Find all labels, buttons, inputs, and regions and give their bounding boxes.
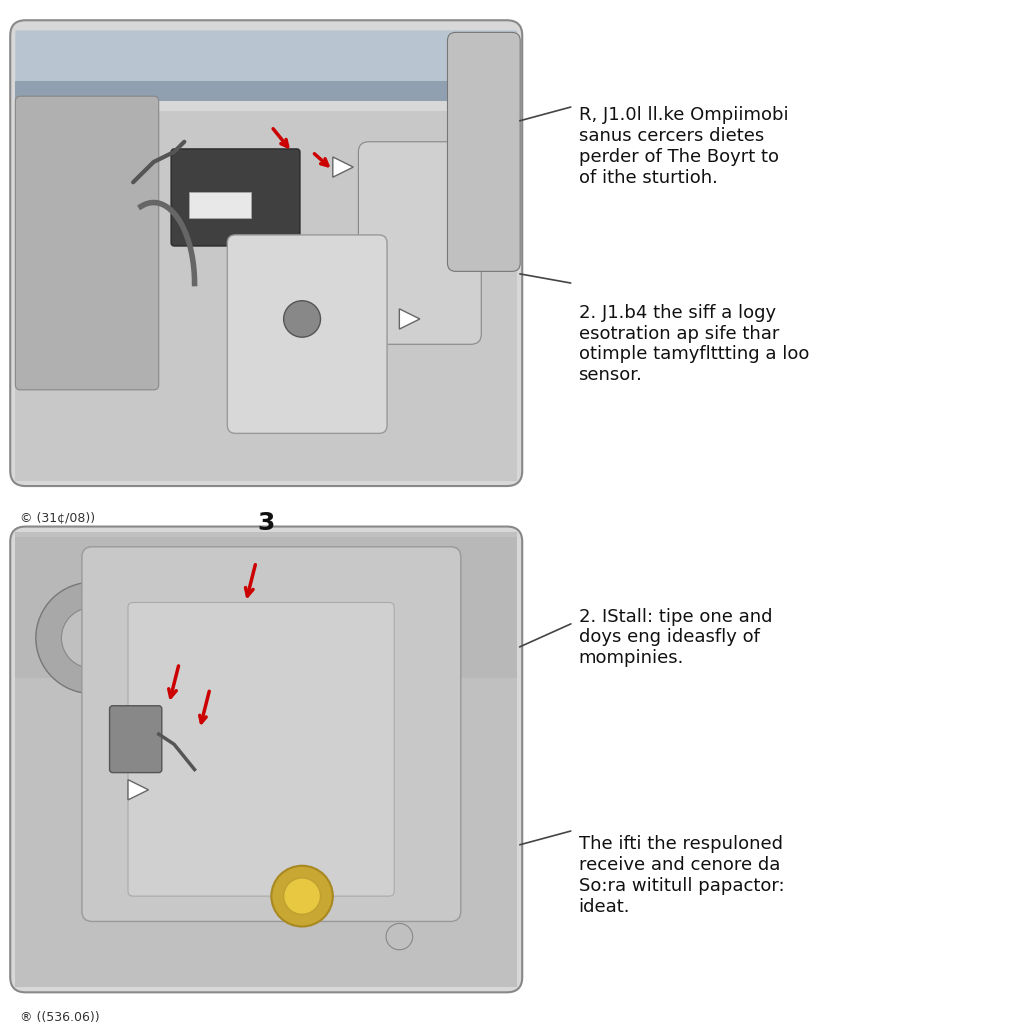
Text: 2. IStall: tipe one and
doys eng ideasfly of
mompinies.: 2. IStall: tipe one and doys eng ideasfl… <box>579 607 772 668</box>
FancyBboxPatch shape <box>110 706 162 772</box>
Text: 3: 3 <box>258 511 274 536</box>
Circle shape <box>271 865 333 927</box>
Circle shape <box>386 924 413 950</box>
Polygon shape <box>333 157 353 177</box>
Text: ® ((536.06)): ® ((536.06)) <box>20 1011 100 1024</box>
Polygon shape <box>399 309 420 329</box>
FancyBboxPatch shape <box>10 20 522 486</box>
Bar <box>15 112 517 481</box>
Circle shape <box>36 583 148 693</box>
Circle shape <box>110 671 146 707</box>
Text: © (31¢/08)): © (31¢/08)) <box>20 511 95 524</box>
FancyBboxPatch shape <box>15 31 517 86</box>
Bar <box>189 193 251 218</box>
Circle shape <box>284 301 321 337</box>
FancyBboxPatch shape <box>82 547 461 922</box>
Circle shape <box>284 878 321 914</box>
FancyBboxPatch shape <box>15 96 159 390</box>
Text: The ifti the respuloned
receive and cenore da
So:ra wititull papactor:
ideat.: The ifti the respuloned receive and ceno… <box>579 836 784 915</box>
Bar <box>15 537 517 679</box>
Polygon shape <box>128 779 148 800</box>
Text: R, J1.0l ll.ke Ompiimobi
sanus cercers dietes
perder of The Boyrt to
of ithe stu: R, J1.0l ll.ke Ompiimobi sanus cercers d… <box>579 106 788 186</box>
Bar <box>15 81 517 101</box>
FancyBboxPatch shape <box>171 148 300 246</box>
FancyBboxPatch shape <box>10 526 522 992</box>
FancyBboxPatch shape <box>447 33 520 271</box>
FancyBboxPatch shape <box>358 141 481 344</box>
Circle shape <box>61 607 123 669</box>
FancyBboxPatch shape <box>128 602 394 896</box>
Bar <box>15 531 517 987</box>
Text: 2. J1.b4 the siff a logy
esotration ap sife thar
otimple tamyflttting a loo
sens: 2. J1.b4 the siff a logy esotration ap s… <box>579 304 809 384</box>
FancyBboxPatch shape <box>227 234 387 433</box>
